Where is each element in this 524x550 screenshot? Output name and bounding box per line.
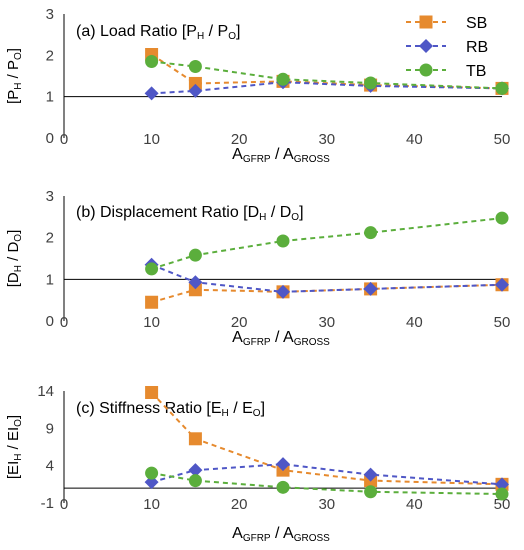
data-point-sb: [188, 76, 202, 90]
data-point-tb: [188, 474, 202, 488]
y-tick-label: 2: [46, 47, 54, 64]
x-tick-label: 30: [318, 496, 335, 513]
data-point-rb: [276, 284, 290, 299]
y-tick-label: 3: [46, 188, 54, 205]
x-axis-label: AGFRP / AGROSS: [232, 329, 330, 348]
data-point-sb: [145, 295, 159, 309]
series-line-tb: [151, 472, 503, 496]
series-line-tb: [151, 60, 503, 90]
data-point-tb: [364, 226, 378, 240]
data-point-rb: [495, 277, 509, 292]
y-axis-label: [DH / DO]: [5, 230, 24, 288]
data-point-rb: [363, 467, 378, 482]
series-line-sb: [151, 283, 503, 304]
y-tick-label: 1: [46, 89, 54, 106]
legend: SB RB TB: [406, 15, 488, 80]
x-tick-label: 10: [143, 496, 160, 513]
data-point-tb: [276, 72, 290, 86]
x-tick-label: 0: [60, 131, 68, 148]
data-point-tb: [188, 59, 202, 73]
data-point-rb: [276, 457, 290, 472]
y-tick-label: 3: [46, 6, 54, 23]
x-tick-label: 20: [231, 314, 248, 331]
y-tick-label: 14: [37, 383, 54, 400]
x-tick-label: 0: [60, 496, 68, 513]
data-point-sb: [145, 385, 159, 399]
data-point-tb: [276, 234, 290, 248]
data-point-tb: [495, 487, 509, 501]
y-tick-label: 0: [46, 130, 54, 147]
x-axis-label: AGFRP / AGROSS: [232, 146, 330, 165]
y-tick-label: -1: [41, 495, 54, 512]
legend-item-tb: TB: [406, 63, 486, 80]
data-point-rb: [188, 83, 203, 98]
x-tick-label: 40: [406, 131, 423, 148]
data-point-tb: [495, 81, 509, 95]
legend-label: TB: [466, 63, 486, 80]
data-point-rb: [495, 477, 509, 492]
x-tick-label: 0: [60, 314, 68, 331]
x-tick-label: 40: [406, 496, 423, 513]
x-tick-label: 10: [143, 131, 160, 148]
legend-item-sb: SB: [406, 15, 487, 32]
y-tick-label: 9: [46, 420, 54, 437]
data-point-rb: [144, 86, 159, 101]
legend-label: RB: [466, 39, 488, 56]
data-point-tb: [276, 480, 290, 494]
data-point-tb: [364, 485, 378, 499]
legend-marker: [419, 15, 433, 29]
chart-panel-3: -1 4 9 14 0 10 20 30 40 50 AGFRP / AGROSS [EIH / EI…: [5, 383, 510, 544]
y-tick-label: 0: [46, 313, 54, 330]
data-point-tb: [364, 76, 378, 90]
y-tick-label: 4: [46, 458, 54, 475]
data-point-tb: [145, 262, 159, 276]
legend-item-rb: RB: [406, 39, 488, 56]
x-axis-label: AGFRP / AGROSS: [232, 525, 330, 544]
panel-title: (b) Displacement Ratio [DH / DO]: [76, 204, 304, 223]
data-point-tb: [145, 466, 159, 480]
series-line-rb: [151, 81, 503, 95]
x-tick-label: 10: [143, 314, 160, 331]
x-tick-label: 30: [318, 131, 335, 148]
series-line-rb: [151, 263, 503, 293]
data-point-tb: [495, 211, 509, 225]
x-tick-label: 20: [231, 131, 248, 148]
legend-label: SB: [466, 15, 487, 32]
data-point-tb: [188, 248, 202, 262]
panel-title: (c) Stiffness Ratio [EH / EO]: [76, 400, 265, 419]
y-tick-label: 2: [46, 230, 54, 247]
data-point-rb: [188, 275, 203, 290]
x-tick-label: 50: [494, 131, 511, 148]
data-point-rb: [188, 463, 203, 478]
series-line-tb: [151, 217, 503, 270]
legend-marker: [419, 39, 433, 53]
y-tick-label: 1: [46, 271, 54, 288]
y-axis-label: [EIH / EIO]: [5, 415, 24, 479]
x-tick-label: 30: [318, 314, 335, 331]
data-point-sb: [188, 283, 202, 297]
series-line-rb: [151, 463, 503, 486]
panel-title: (a) Load Ratio [PH / PO]: [76, 23, 240, 42]
y-axis-label: [PH / PO]: [5, 48, 24, 104]
x-tick-label: 50: [494, 314, 511, 331]
data-point-tb: [145, 55, 159, 69]
x-tick-label: 40: [406, 314, 423, 331]
data-point-sb: [188, 432, 202, 446]
legend-marker: [419, 63, 433, 77]
data-point-rb: [363, 281, 378, 296]
x-tick-label: 50: [494, 496, 511, 513]
x-tick-label: 20: [231, 496, 248, 513]
